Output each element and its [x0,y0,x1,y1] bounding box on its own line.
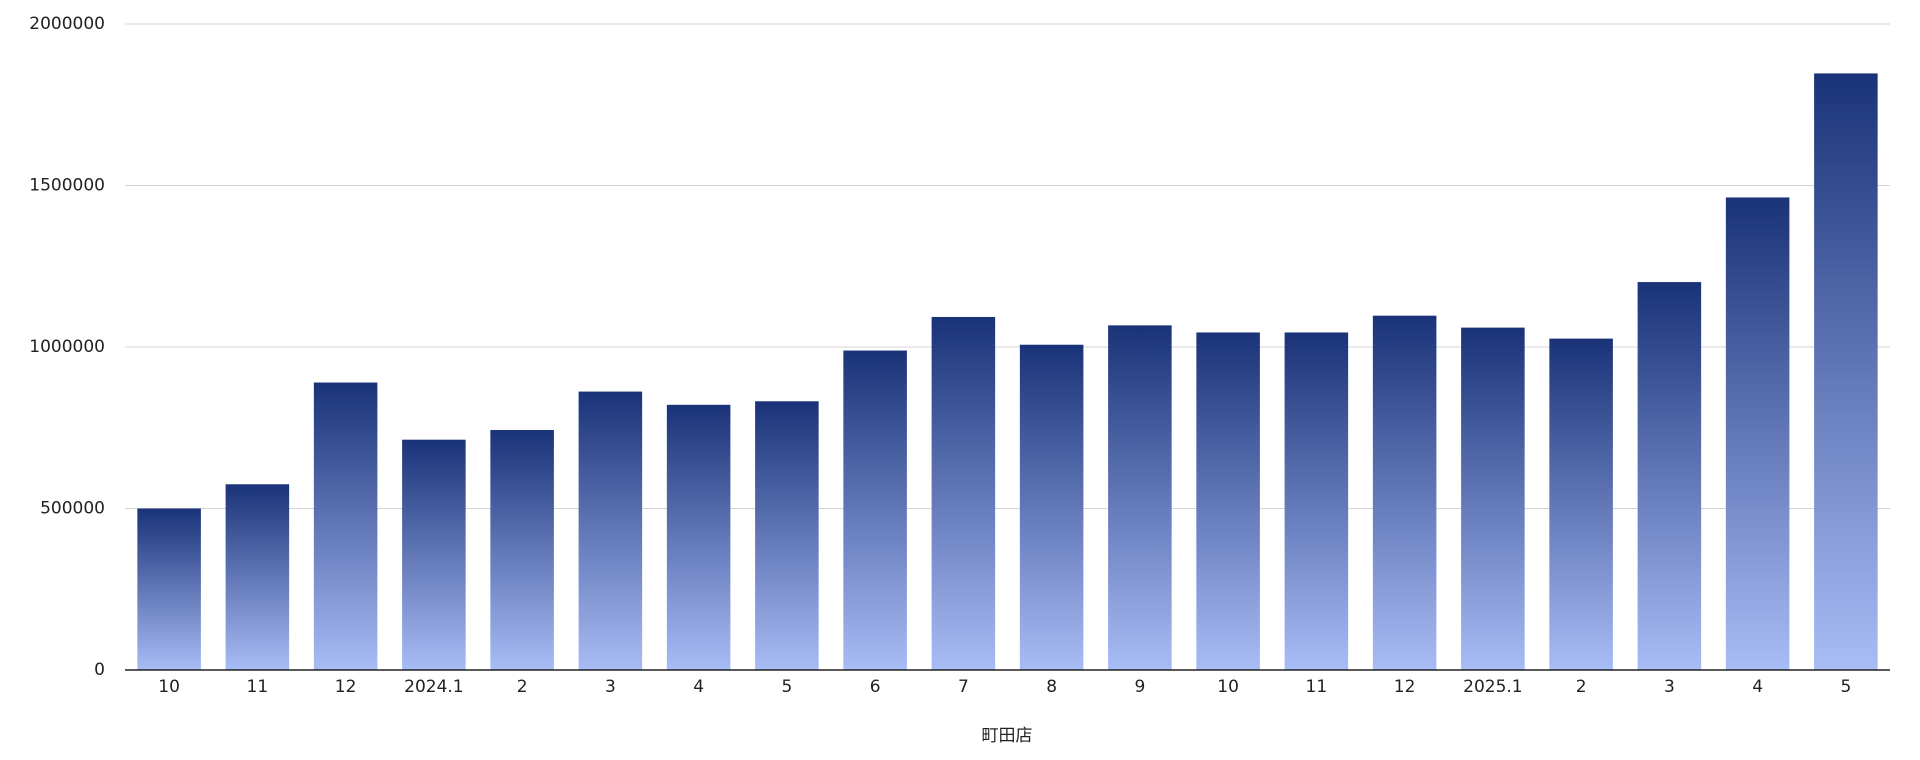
bar [1108,325,1172,670]
y-tick-label: 0 [94,660,105,680]
bar [1725,197,1790,671]
bar [1549,338,1613,670]
x-tick-label: 2025.1 [1463,677,1522,697]
x-tick-label: 11 [1306,677,1328,697]
x-tick-label: 4 [693,677,704,697]
bar [1284,332,1349,670]
bar [931,316,996,670]
x-tick-label: 10 [158,677,180,697]
y-tick-label: 500000 [40,499,105,519]
bar [666,404,731,670]
x-tick-label: 3 [1664,677,1675,697]
x-tick-label: 4 [1752,677,1763,697]
x-tick-label: 5 [781,677,792,697]
bar [843,350,907,670]
bar [1019,344,1084,670]
bar [225,484,290,670]
bar [578,391,643,670]
x-tick-label: 8 [1046,677,1057,697]
bar [1461,327,1525,670]
x-tick-label: 12 [1394,677,1416,697]
x-tick-label: 7 [958,677,969,697]
y-tick-label: 1500000 [29,176,105,196]
bar [490,430,554,670]
bar [1372,315,1437,670]
bar [1637,282,1702,670]
x-tick-label: 2 [1576,677,1587,697]
x-tick-label: 5 [1840,677,1851,697]
y-tick-label: 1000000 [29,337,105,357]
x-tick-label: 12 [335,677,357,697]
x-tick-label: 2024.1 [404,677,463,697]
x-tick-label: 6 [870,677,881,697]
x-tick-label: 11 [247,677,269,697]
bar [313,382,378,670]
x-tick-label: 2 [517,677,528,697]
x-tick-label: 10 [1217,677,1239,697]
bar [1814,73,1878,670]
x-tick-label: 3 [605,677,616,697]
bar [1196,332,1260,670]
x-tick-label: 9 [1134,677,1145,697]
bar [755,401,819,670]
bar [137,508,201,670]
x-axis-title: 町田店 [982,726,1033,746]
bar [402,439,466,670]
y-tick-label: 2000000 [29,14,105,34]
